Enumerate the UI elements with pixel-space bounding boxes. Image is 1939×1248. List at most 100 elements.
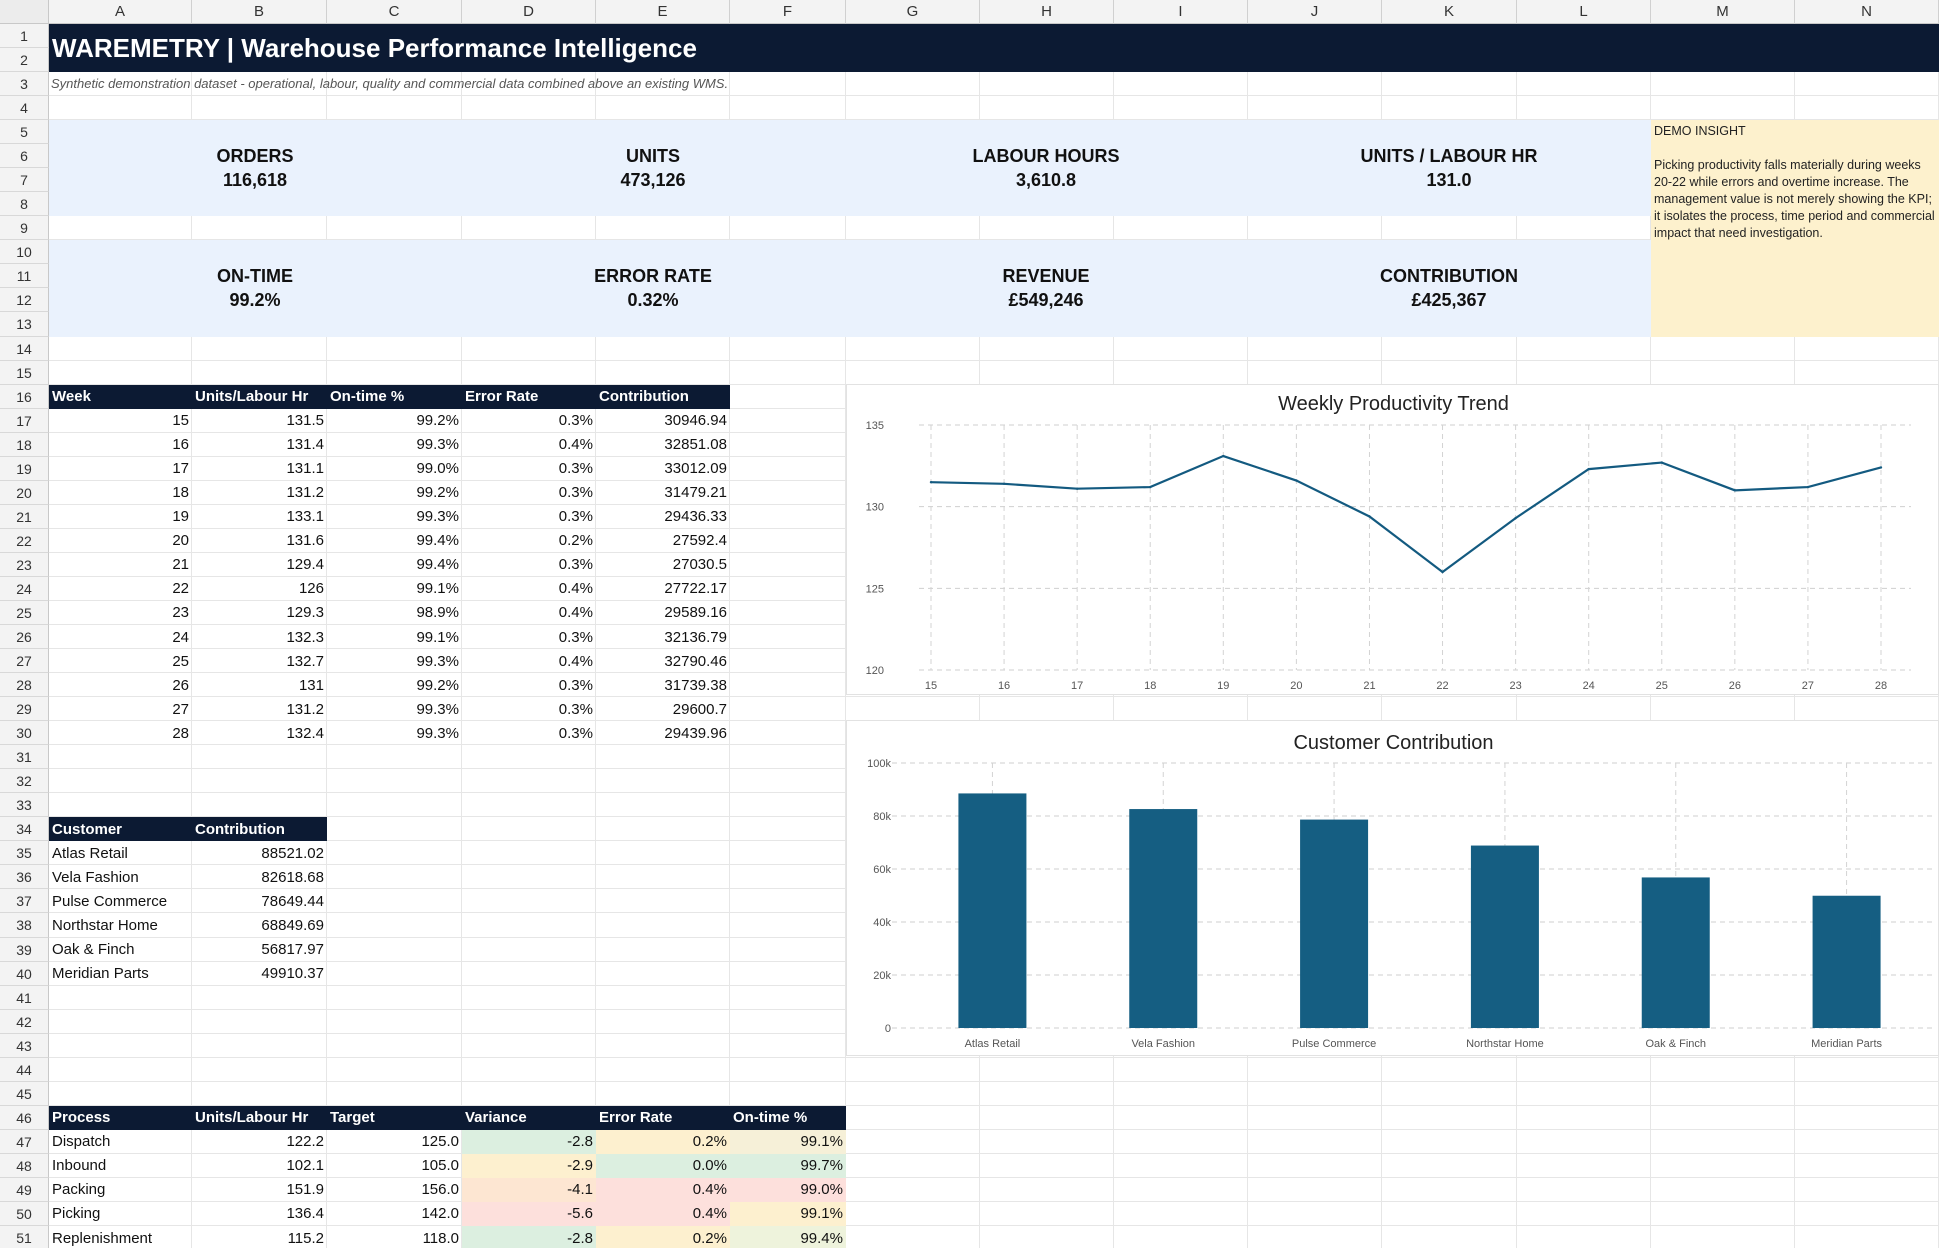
row-header-14[interactable]: 14	[0, 336, 49, 361]
bar-vela-fashion[interactable]	[1129, 809, 1198, 1028]
table-cell[interactable]: 15	[172, 412, 189, 430]
table-header-cell[interactable]: Variance	[462, 1105, 596, 1130]
table-cell[interactable]: 68849.69	[261, 916, 324, 934]
table-cell[interactable]: 132.7	[286, 652, 324, 670]
table-cell[interactable]: 21	[172, 556, 189, 574]
row-header-27[interactable]: 27	[0, 649, 49, 674]
table-cell[interactable]: Inbound	[52, 1157, 107, 1175]
table-cell[interactable]: 29436.33	[664, 508, 727, 526]
table-cell[interactable]: 0.3%	[558, 724, 593, 742]
table-cell[interactable]: 99.3%	[416, 700, 459, 718]
weekly-productivity-chart[interactable]: Weekly Productivity Trend 120 125 130 135 15 1…	[846, 384, 1939, 695]
table-cell[interactable]: 99.3%	[416, 508, 459, 526]
table-cell[interactable]: 30946.94	[664, 412, 727, 430]
row-header-22[interactable]: 22	[0, 528, 49, 553]
column-header-e[interactable]: E	[596, 0, 730, 24]
table-cell[interactable]: Oak & Finch	[52, 941, 135, 959]
bar-oak-finch[interactable]	[1641, 877, 1710, 1028]
table-cell[interactable]: 0.3%	[558, 556, 593, 574]
table-cell[interactable]: 29439.96	[664, 724, 727, 742]
table-cell[interactable]: Pulse Commerce	[52, 892, 168, 910]
table-cell[interactable]: 56817.97	[261, 941, 324, 959]
row-header-29[interactable]: 29	[0, 697, 49, 722]
table-cell[interactable]: Vela Fashion	[52, 868, 139, 886]
table-cell[interactable]: 29589.16	[664, 604, 727, 622]
row-header-35[interactable]: 35	[0, 841, 49, 866]
table-cell[interactable]: 22	[172, 580, 189, 598]
table-cell[interactable]: 0.0%	[596, 1153, 730, 1178]
row-header-31[interactable]: 31	[0, 745, 49, 770]
table-cell[interactable]: 16	[172, 436, 189, 454]
table-cell[interactable]: 131.2	[286, 484, 324, 502]
table-cell[interactable]: 25	[172, 652, 189, 670]
table-cell[interactable]: 17	[172, 460, 189, 478]
table-cell[interactable]: 19	[172, 508, 189, 526]
table-cell[interactable]: 29600.7	[672, 700, 727, 718]
table-cell[interactable]: Dispatch	[52, 1133, 111, 1151]
table-header-cell[interactable]: Error Rate	[596, 1105, 730, 1130]
table-cell[interactable]: 115.2	[287, 1229, 324, 1247]
table-cell[interactable]: 88521.02	[261, 844, 324, 862]
table-cell[interactable]: Atlas Retail	[52, 844, 128, 862]
column-header-l[interactable]: L	[1517, 0, 1651, 24]
table-cell[interactable]: 18	[172, 484, 189, 502]
table-cell[interactable]: 82618.68	[261, 868, 324, 886]
row-header-25[interactable]: 25	[0, 600, 49, 625]
table-cell[interactable]: 27030.5	[672, 556, 727, 574]
table-cell[interactable]: 99.1%	[730, 1201, 846, 1226]
row-header-26[interactable]: 26	[0, 625, 49, 650]
table-cell[interactable]: 24	[172, 628, 189, 646]
column-header-c[interactable]: C	[327, 0, 462, 24]
table-cell[interactable]: 31739.38	[664, 676, 727, 694]
row-header-24[interactable]: 24	[0, 576, 49, 601]
table-header-cell[interactable]: On-time %	[730, 1105, 846, 1130]
table-cell[interactable]: Packing	[52, 1181, 106, 1199]
table-cell[interactable]: 102.1	[286, 1157, 324, 1175]
row-header-44[interactable]: 44	[0, 1057, 49, 1082]
table-cell[interactable]: 131.1	[286, 460, 324, 478]
table-header-cell[interactable]: Target	[327, 1105, 462, 1130]
table-cell[interactable]: 23	[172, 604, 189, 622]
table-header-cell[interactable]: Process	[49, 1105, 192, 1130]
table-cell[interactable]: 0.2%	[596, 1129, 730, 1154]
column-header-m[interactable]: M	[1651, 0, 1795, 24]
table-cell[interactable]: 99.2%	[416, 676, 459, 694]
select-all-corner[interactable]	[0, 0, 49, 24]
table-cell[interactable]: 26	[172, 676, 189, 694]
row-header-5[interactable]: 5	[0, 120, 49, 145]
row-header-13[interactable]: 13	[0, 312, 49, 337]
table-cell[interactable]: 136.4	[286, 1205, 324, 1223]
row-header-51[interactable]: 51	[0, 1226, 49, 1248]
row-header-39[interactable]: 39	[0, 937, 49, 962]
column-header-g[interactable]: G	[846, 0, 980, 24]
row-header-7[interactable]: 7	[0, 168, 49, 193]
row-header-45[interactable]: 45	[0, 1081, 49, 1106]
table-cell[interactable]: 131.6	[286, 532, 324, 550]
table-cell[interactable]: 99.7%	[730, 1153, 846, 1178]
table-cell[interactable]: 20	[172, 532, 189, 550]
table-cell[interactable]: 99.0%	[730, 1177, 846, 1202]
table-cell[interactable]: 122.2	[286, 1133, 324, 1151]
table-cell[interactable]: Picking	[52, 1205, 101, 1223]
table-cell[interactable]: -4.1	[462, 1177, 596, 1202]
row-header-21[interactable]: 21	[0, 504, 49, 529]
bar-northstar-home[interactable]	[1470, 845, 1539, 1028]
table-cell[interactable]: 0.4%	[558, 652, 593, 670]
row-header-40[interactable]: 40	[0, 961, 49, 986]
row-header-17[interactable]: 17	[0, 408, 49, 433]
row-header-9[interactable]: 9	[0, 216, 49, 241]
row-header-10[interactable]: 10	[0, 240, 49, 265]
table-cell[interactable]: Meridian Parts	[52, 965, 149, 983]
row-header-36[interactable]: 36	[0, 865, 49, 890]
customer-contribution-chart[interactable]: Customer Contribution 0 20k 40k 60k 80k 100k At…	[846, 720, 1939, 1056]
table-cell[interactable]: 99.1%	[416, 628, 459, 646]
row-header-41[interactable]: 41	[0, 985, 49, 1010]
table-cell[interactable]: 49910.37	[261, 965, 324, 983]
column-header-d[interactable]: D	[462, 0, 596, 24]
row-header-18[interactable]: 18	[0, 432, 49, 457]
table-header-cell[interactable]: Week	[49, 384, 192, 409]
table-cell[interactable]: 0.3%	[558, 412, 593, 430]
row-header-42[interactable]: 42	[0, 1009, 49, 1034]
row-header-38[interactable]: 38	[0, 913, 49, 938]
column-header-a[interactable]: A	[49, 0, 192, 24]
